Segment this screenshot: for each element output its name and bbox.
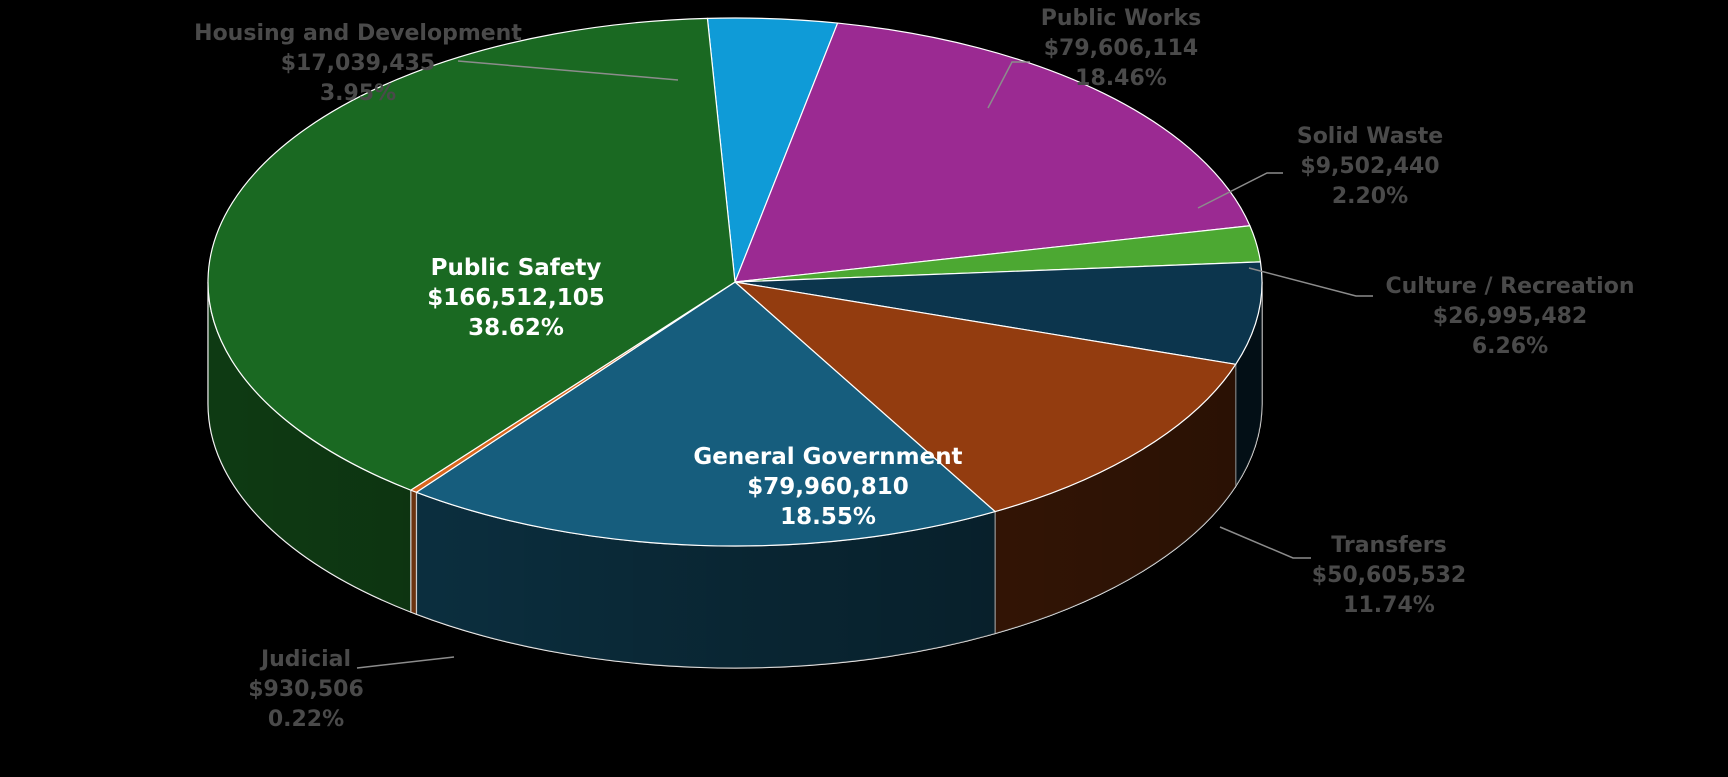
slice-culture-recreation (734, 261, 1263, 365)
label-public-safety-percent: 38.62% (468, 315, 564, 341)
label-culture-name: Culture / Recreation (1385, 274, 1635, 299)
label-solid-waste-percent: 2.20% (1331, 184, 1409, 209)
leader-lines (356, 60, 1373, 669)
leader-line-judicial (356, 656, 455, 669)
leader-line-transfers (1219, 526, 1311, 559)
label-general-government-amount: $79,960,810 (747, 474, 909, 500)
label-housing-percent: 3.95% (319, 81, 397, 106)
leader-line-public-works (987, 61, 1030, 109)
label-judicial-percent: 0.22% (267, 707, 345, 732)
pie-top-faces (207, 17, 1263, 547)
label-transfers: Transfers $50,605,532 11.74% (1312, 531, 1466, 621)
label-culture-recreation: Culture / Recreation $26,995,482 6.26% (1385, 272, 1634, 362)
leader-line-housing (457, 60, 679, 81)
label-housing-name: Housing and Development (194, 21, 522, 46)
label-judicial: Judicial $930,506 0.22% (248, 645, 364, 735)
slice-public-safety (207, 17, 736, 491)
label-public-safety-amount: $166,512,105 (427, 285, 605, 311)
label-solid-waste-amount: $9,502,440 (1300, 154, 1440, 179)
label-solid-waste: Solid Waste $9,502,440 2.20% (1297, 122, 1443, 212)
label-general-government: General Government $79,960,810 18.55% (693, 442, 962, 532)
slice-transfers (734, 281, 1237, 513)
label-culture-percent: 6.26% (1471, 334, 1549, 359)
label-transfers-percent: 11.74% (1343, 593, 1435, 618)
label-transfers-amount: $50,605,532 (1311, 563, 1467, 588)
label-public-safety: Public Safety $166,512,105 38.62% (427, 253, 605, 343)
leader-line-solid-waste (1197, 172, 1283, 209)
label-judicial-amount: $930,506 (248, 677, 364, 702)
leader-line-culture-recreation (1248, 267, 1373, 297)
side-shading (208, 282, 1262, 668)
label-culture-amount: $26,995,482 (1432, 304, 1588, 329)
label-housing-and-development: Housing and Development $17,039,435 3.95… (194, 19, 522, 109)
slice-general-government (415, 281, 996, 547)
label-transfers-name: Transfers (1331, 533, 1447, 558)
label-solid-waste-name: Solid Waste (1296, 124, 1444, 149)
pie-side-walls (207, 281, 1263, 669)
slice-public-works (734, 22, 1251, 283)
label-public-works: Public Works $79,606,114 18.46% (1041, 4, 1202, 94)
label-public-safety-name: Public Safety (430, 255, 602, 281)
label-general-government-name: General Government (693, 444, 963, 470)
label-general-government-percent: 18.55% (780, 504, 876, 530)
label-housing-amount: $17,039,435 (280, 51, 436, 76)
label-judicial-name: Judicial (260, 647, 352, 672)
label-public-works-percent: 18.46% (1075, 66, 1167, 91)
label-public-works-amount: $79,606,114 (1043, 36, 1199, 61)
label-public-works-name: Public Works (1040, 6, 1202, 31)
